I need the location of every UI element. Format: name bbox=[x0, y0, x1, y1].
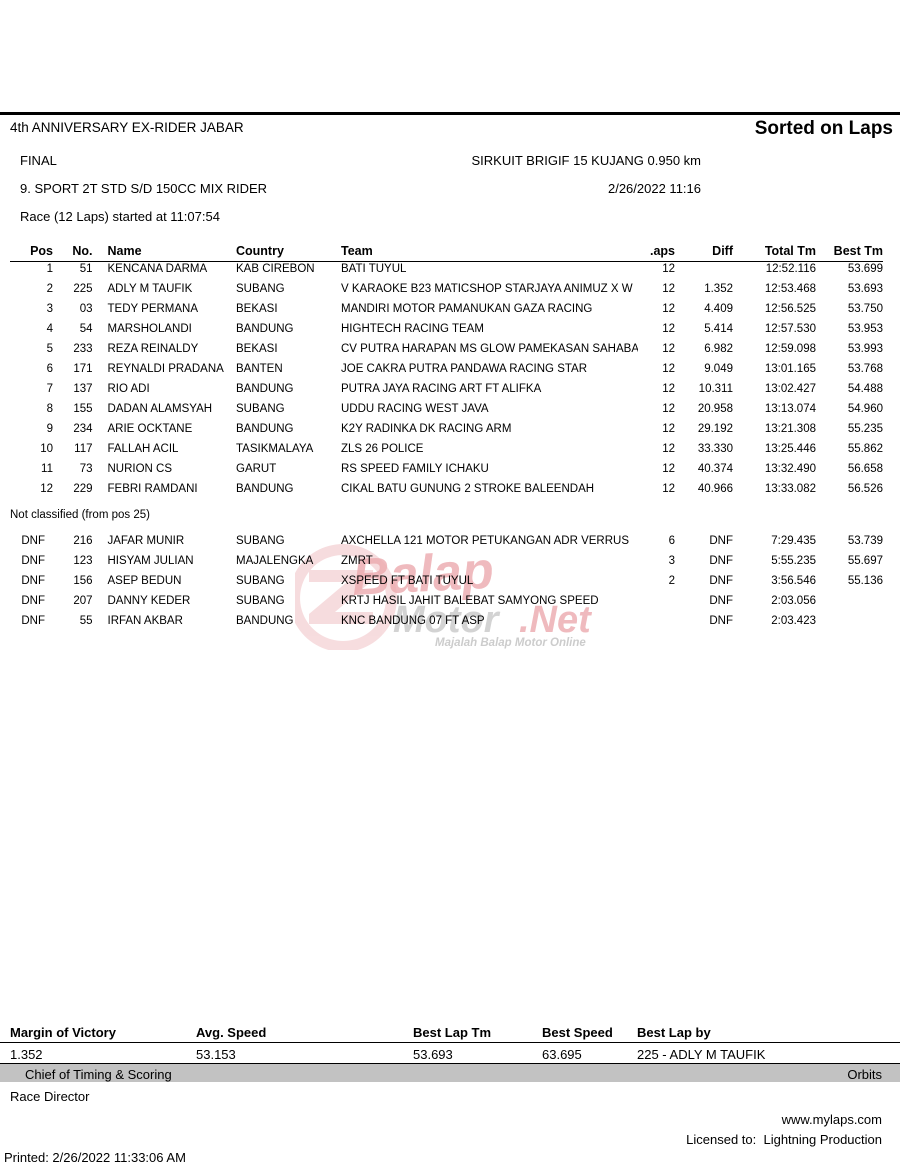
svg-text:Majalah Balap Motor Online: Majalah Balap Motor Online bbox=[435, 637, 586, 649]
